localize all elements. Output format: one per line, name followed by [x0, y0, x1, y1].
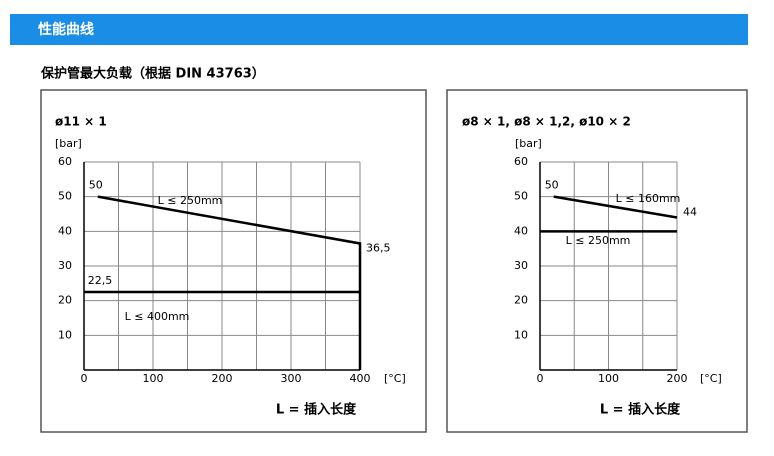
x-axis-label: L = 插入长度 — [276, 402, 357, 418]
chart-title: ø11 × 1 — [55, 115, 107, 129]
value-label: 50 — [545, 179, 559, 192]
y-axis-label: [bar] — [55, 137, 82, 150]
x-tick-label: 0 — [81, 372, 88, 385]
x-tick-label: 300 — [281, 372, 302, 385]
y-axis-label: [bar] — [515, 137, 542, 150]
y-tick-label: 50 — [514, 190, 528, 203]
x-tick-label: 400 — [350, 372, 371, 385]
series-label: L ≤ 250mm — [158, 194, 223, 207]
y-tick-label: 20 — [514, 294, 528, 307]
value-label: 44 — [683, 205, 697, 218]
y-tick-label: 20 — [58, 294, 72, 307]
series-label: L ≤ 400mm — [125, 310, 190, 323]
x-unit: [°C] — [384, 372, 406, 385]
header-bar — [10, 14, 748, 45]
series-label: L ≤ 250mm — [566, 234, 631, 247]
y-tick-label: 30 — [514, 259, 528, 272]
x-tick-label: 200 — [667, 372, 688, 385]
y-tick-label: 10 — [514, 328, 528, 341]
y-tick-label: 40 — [58, 224, 72, 237]
series-line — [97, 195, 362, 370]
value-label: 50 — [89, 179, 103, 192]
y-tick-label: 60 — [58, 155, 72, 168]
y-tick-label: 30 — [58, 259, 72, 272]
y-tick-label: 10 — [58, 328, 72, 341]
x-unit: [°C] — [700, 372, 722, 385]
header-title: 性能曲线 — [38, 21, 94, 38]
subtitle: 保护管最大负载（根据 DIN 43763） — [40, 66, 265, 82]
value-label: 36,5 — [366, 241, 391, 254]
x-axis-label: L = 插入长度 — [600, 402, 681, 418]
chart-title: ø8 × 1, ø8 × 1,2, ø10 × 2 — [462, 115, 631, 129]
x-tick-label: 200 — [212, 372, 233, 385]
panel — [446, 89, 748, 433]
x-tick-label: 100 — [598, 372, 619, 385]
y-tick-label: 40 — [514, 224, 528, 237]
x-tick-label: 100 — [143, 372, 164, 385]
value-label: 22,5 — [88, 274, 113, 287]
series-label: L ≤ 160mm — [616, 192, 681, 205]
x-tick-label: 0 — [537, 372, 544, 385]
series-line — [553, 195, 678, 219]
y-tick-label: 60 — [514, 155, 528, 168]
panel — [40, 89, 427, 433]
y-tick-label: 50 — [58, 190, 72, 203]
